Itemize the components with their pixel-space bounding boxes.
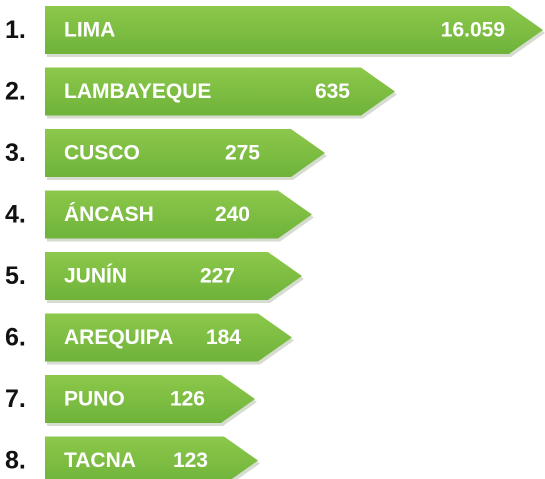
arrow-bar — [45, 375, 255, 423]
region-value: 126 — [170, 388, 205, 411]
rank: 4. — [5, 201, 26, 229]
rank: 3. — [5, 139, 26, 167]
region-name: LIMA — [64, 19, 115, 42]
rank: 2. — [5, 78, 26, 106]
region-value: 16.059 — [441, 19, 505, 42]
rank: 8. — [5, 447, 26, 475]
arrow-bar — [45, 436, 258, 479]
rank: 5. — [5, 262, 26, 290]
arrow-bar — [45, 313, 292, 362]
rank: 6. — [5, 324, 26, 352]
arrow-bar — [45, 129, 325, 177]
region-name: AREQUIPA — [64, 326, 173, 349]
region-value: 123 — [173, 449, 208, 472]
arrow-bar — [45, 67, 395, 116]
region-value: 635 — [315, 80, 350, 103]
region-value: 275 — [225, 142, 260, 165]
rank: 1. — [5, 16, 26, 44]
region-value: 240 — [215, 203, 250, 226]
region-name: ÁNCASH — [64, 203, 154, 226]
arrow-bar — [45, 190, 312, 239]
region-value: 184 — [206, 326, 241, 349]
region-name: LAMBAYEQUE — [64, 80, 211, 103]
region-name: CUSCO — [64, 142, 140, 165]
region-value: 227 — [200, 265, 235, 288]
arrow-bar — [45, 252, 302, 300]
region-name: PUNO — [64, 388, 125, 411]
rank: 7. — [5, 385, 26, 413]
region-name: TACNA — [64, 449, 136, 472]
region-name: JUNÍN — [64, 265, 127, 288]
arrow-bar — [45, 6, 543, 54]
